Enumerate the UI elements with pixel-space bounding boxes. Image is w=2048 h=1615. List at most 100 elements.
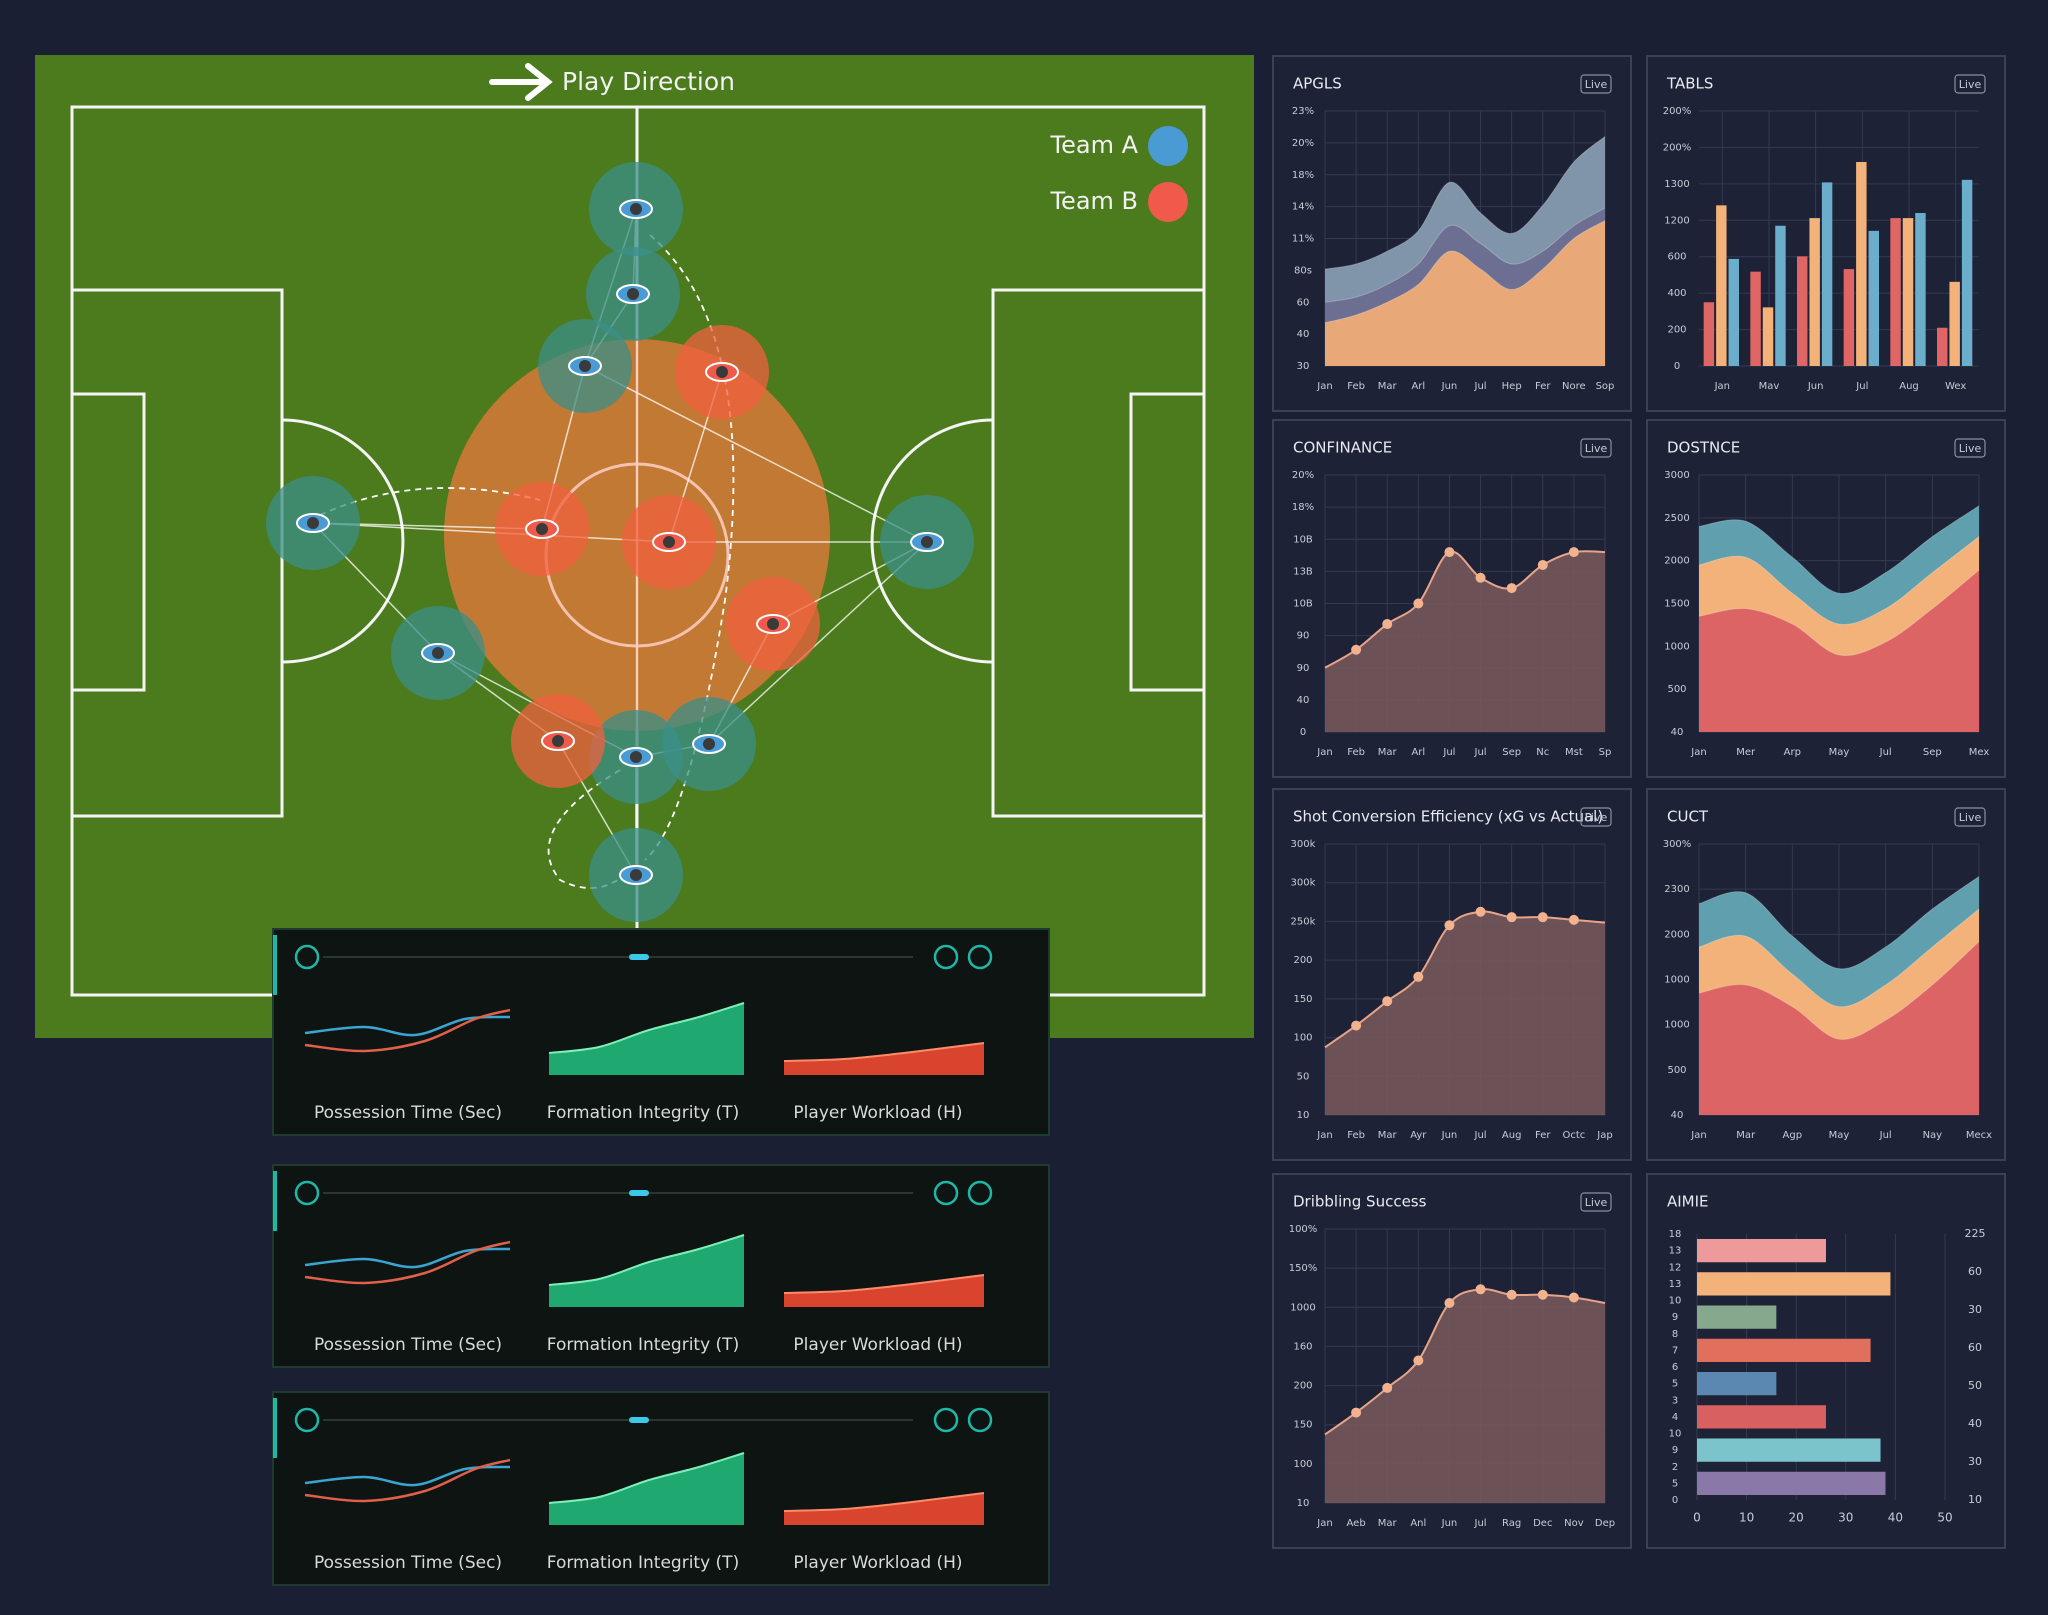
strip-label: Formation Integrity (T): [547, 1553, 739, 1573]
bar: [1937, 327, 1948, 366]
penalty-arc-right: [870, 418, 994, 664]
y-tick-label: 90: [1297, 663, 1310, 674]
player-head: [536, 523, 548, 535]
x-tick-label: Jun: [1807, 381, 1824, 392]
x-tick-label: Jan: [1316, 1518, 1332, 1529]
x-tick-label: Jun: [1441, 1130, 1458, 1141]
live-badge: [1954, 438, 1986, 458]
bar: [1750, 271, 1761, 366]
point: [1568, 1292, 1579, 1303]
y-tick-label: 200: [1293, 955, 1312, 966]
x-tick-label: Aug: [1899, 381, 1919, 392]
y-tick-label: 80s: [1294, 265, 1312, 276]
panel-title: CONFINANCE: [1293, 439, 1392, 457]
area: [1699, 941, 1979, 1115]
bar: [1762, 307, 1774, 366]
x-tick-label: Arl: [1411, 747, 1425, 758]
x-tick-label: Mst: [1565, 747, 1583, 758]
bar: [1843, 269, 1855, 366]
y-tick-label: 5: [1672, 1379, 1678, 1390]
y-tick-label: 250k: [1291, 916, 1316, 927]
x-tick-label: Jul: [1474, 381, 1487, 392]
area-edge: [1698, 876, 1980, 970]
mini-line: [548, 1002, 745, 1054]
point: [1351, 644, 1362, 655]
live-badge-label: Live: [1585, 442, 1608, 455]
panel-title: Shot Conversion Efficiency (xG vs Actual…: [1293, 808, 1603, 826]
point: [1506, 583, 1517, 594]
y-tick-label: 90: [1297, 631, 1310, 642]
x-tick-label: Anl: [1410, 1518, 1426, 1529]
x-tick-label: Hep: [1502, 381, 1522, 392]
pass-link: [312, 522, 670, 543]
x-tick-label: Dep: [1595, 1518, 1615, 1529]
y-tick-label: 30: [1297, 361, 1310, 372]
pass-link: [708, 541, 928, 745]
x-tick-label: Jul: [1879, 1130, 1892, 1141]
live-badge-label: Live: [1959, 78, 1982, 91]
point: [1413, 1355, 1424, 1366]
y-tick-label: 50: [1297, 1071, 1310, 1082]
y-tick-label: 10: [1297, 1498, 1310, 1509]
right-tick-label: 60: [1968, 1265, 1982, 1278]
y-tick-label: 3000: [1664, 470, 1689, 481]
area-edge: [1324, 207, 1606, 303]
point: [1444, 1297, 1455, 1308]
point: [1382, 996, 1393, 1007]
point: [1537, 1289, 1548, 1300]
x-tick-label: Jap: [1596, 1130, 1612, 1141]
x-tick-label: Aeb: [1347, 1518, 1366, 1529]
y-tick-label: 4: [1672, 1412, 1678, 1423]
x-tick-label: 0: [1693, 1511, 1701, 1525]
panel-title: Dribbling Success: [1293, 1193, 1427, 1211]
bar: [1961, 179, 1973, 366]
point: [1568, 547, 1579, 558]
player-head: [307, 517, 319, 529]
play-direction-label: Play Direction: [562, 67, 735, 96]
panel-title: AIMIE: [1667, 1193, 1709, 1211]
legend-swatch: [1148, 182, 1188, 222]
strip-label: Possession Time (Sec): [314, 1335, 502, 1355]
y-tick-label: 11%: [1292, 234, 1314, 245]
y-tick-label: 2000: [1664, 556, 1689, 567]
player-head: [663, 536, 675, 548]
strip-icon: [933, 1407, 959, 1433]
mini-line: [548, 1234, 745, 1286]
y-tick-label: 300%: [1663, 839, 1692, 850]
x-tick-label: Arl: [1411, 381, 1425, 392]
legend-swatch: [1148, 126, 1188, 166]
bar: [1728, 258, 1739, 366]
x-tick-label: Mar: [1736, 1130, 1756, 1141]
y-tick-label: 18%: [1292, 502, 1314, 513]
strip-icon: [294, 944, 320, 970]
y-tick-label: 1000: [1664, 1020, 1689, 1031]
x-tick-label: Jul: [1474, 1518, 1487, 1529]
area-edge: [1698, 908, 1980, 1008]
mini-area: [784, 1493, 984, 1525]
y-tick-label: 300k: [1291, 839, 1316, 850]
x-tick-label: Jan: [1316, 1130, 1332, 1141]
x-tick-label: Jun: [1441, 381, 1458, 392]
y-tick-label: 10B: [1293, 599, 1313, 610]
y-tick-label: 200%: [1663, 142, 1692, 153]
mini-area: [549, 1003, 744, 1075]
x-tick-label: Jul: [1879, 747, 1892, 758]
y-tick-label: 100: [1293, 1033, 1312, 1044]
point: [1413, 598, 1424, 609]
x-tick-label: Sop: [1596, 381, 1615, 392]
area: [1325, 551, 1605, 732]
mini-line: [783, 1274, 985, 1294]
y-tick-label: 7: [1672, 1345, 1678, 1356]
live-badge-label: Live: [1959, 442, 1982, 455]
point: [1444, 920, 1455, 931]
y-tick-label: 1500: [1664, 599, 1689, 610]
x-tick-label: Mar: [1378, 1518, 1398, 1529]
area: [1325, 1289, 1605, 1503]
y-tick-label: 20%: [1292, 470, 1314, 481]
area: [1325, 220, 1605, 366]
strip-icon: [294, 1180, 320, 1206]
goal-box-right: [1129, 392, 1206, 692]
y-tick-label: 10: [1297, 1110, 1310, 1121]
y-tick-label: 500: [1667, 1065, 1686, 1076]
